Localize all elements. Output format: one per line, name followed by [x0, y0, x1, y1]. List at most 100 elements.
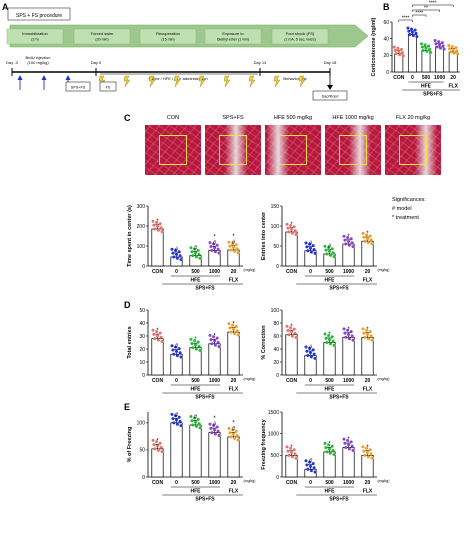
data-point — [365, 446, 369, 450]
data-point — [175, 418, 178, 422]
data-point — [400, 47, 403, 51]
hfe-label: HFE — [325, 489, 336, 495]
data-point — [309, 250, 313, 254]
data-point — [212, 335, 216, 339]
maze-image-spsfs — [205, 125, 261, 175]
data-point — [363, 335, 367, 339]
chart-D1: 0 10 20 30 40 50 Total entries * CON #0 * 500 * 1000 *… — [127, 308, 255, 401]
brdu-arrow-head — [41, 75, 47, 80]
data-point — [156, 228, 160, 232]
y-tick-label: 100 — [271, 224, 280, 230]
bar — [227, 331, 240, 376]
y-tick-label: 40 — [273, 347, 279, 353]
data-point — [236, 333, 240, 337]
data-point — [236, 438, 240, 442]
data-point — [401, 54, 405, 58]
data-point — [153, 447, 157, 451]
data-point — [231, 242, 235, 245]
data-point — [229, 330, 233, 334]
procedure-step-box — [139, 28, 197, 45]
y-tick-label: 0 — [386, 70, 389, 76]
data-point — [424, 46, 428, 50]
data-point — [156, 338, 160, 342]
significance-mark: * — [156, 328, 159, 334]
y-tick-label: 60 — [273, 334, 279, 340]
data-point — [363, 453, 367, 457]
bar — [285, 231, 298, 267]
x-tick-label: 0 — [175, 378, 178, 384]
procedure-step-sub: (15 min) — [161, 38, 174, 42]
panel-label-b: B — [383, 2, 390, 12]
data-point — [209, 338, 213, 342]
data-point — [411, 34, 415, 38]
x-tick-label: 0 — [309, 378, 312, 384]
maze-image-hfe1000 — [325, 125, 381, 175]
data-point — [151, 328, 155, 332]
data-point — [414, 31, 418, 35]
x-tick-label: 1000 — [434, 75, 445, 81]
bar — [151, 338, 164, 376]
y-tick-label: 40 — [383, 36, 389, 42]
procedure-step-label: Recuperation — [156, 31, 180, 36]
data-point — [362, 449, 366, 453]
data-point — [394, 52, 398, 56]
data-point — [177, 347, 181, 351]
data-point — [366, 337, 370, 341]
maze-labels: CON SPS+FS HFE 500 mg/kg HFE 1000 mg/kg … — [145, 115, 445, 121]
data-point — [194, 424, 198, 428]
chart-C1: 0 100 200 300 Time spent in center (s) * CON #0… — [127, 204, 255, 292]
data-point — [342, 327, 346, 331]
data-point — [232, 245, 235, 249]
data-point — [152, 332, 156, 336]
maze-label: CON — [166, 115, 180, 121]
data-point — [324, 446, 328, 450]
data-point — [232, 436, 236, 440]
data-point — [292, 327, 296, 331]
data-point — [397, 50, 401, 53]
significance-mark: * — [290, 222, 293, 228]
data-point — [210, 342, 214, 346]
maze-label: FLX 20 mg/kg — [395, 115, 431, 121]
y-tick-label: 1000 — [268, 431, 279, 437]
data-point — [190, 419, 194, 423]
maze-label: HFE 1000 mg/kg — [332, 115, 374, 121]
x-tick-label: 20 — [231, 480, 237, 486]
data-point — [197, 252, 201, 256]
data-point — [285, 324, 289, 328]
data-point — [347, 447, 351, 451]
data-point — [170, 247, 174, 251]
data-point — [175, 354, 179, 358]
data-point — [287, 333, 291, 337]
data-point — [213, 428, 216, 432]
significance-mark: * — [290, 324, 293, 330]
data-point — [421, 48, 425, 52]
y-tick-label: 20 — [383, 53, 389, 59]
data-point — [289, 326, 293, 330]
x-tick-label: 1000 — [343, 480, 354, 486]
data-point — [231, 323, 235, 327]
y-tick-label: 60 — [383, 20, 389, 26]
data-point — [209, 245, 213, 248]
data-point — [324, 336, 328, 340]
timeline-title: SPS + FS procedure — [16, 13, 62, 19]
data-point — [156, 224, 159, 228]
data-point — [175, 256, 179, 260]
data-point — [189, 415, 193, 419]
data-point — [349, 237, 353, 241]
data-point — [311, 244, 315, 248]
x-tick-label: CON — [152, 480, 164, 486]
x-tick-label: 0 — [309, 480, 312, 486]
data-point — [158, 331, 162, 335]
significance-mark: # — [309, 345, 313, 351]
data-point — [327, 333, 331, 337]
data-point — [153, 337, 157, 341]
data-point — [235, 329, 239, 333]
data-point — [292, 225, 296, 229]
significance-mark: * — [328, 441, 331, 447]
data-point — [194, 255, 198, 259]
data-point — [156, 334, 159, 338]
data-point — [313, 470, 317, 474]
unit-label: (mg/kg) — [378, 268, 390, 272]
data-point — [227, 322, 231, 326]
